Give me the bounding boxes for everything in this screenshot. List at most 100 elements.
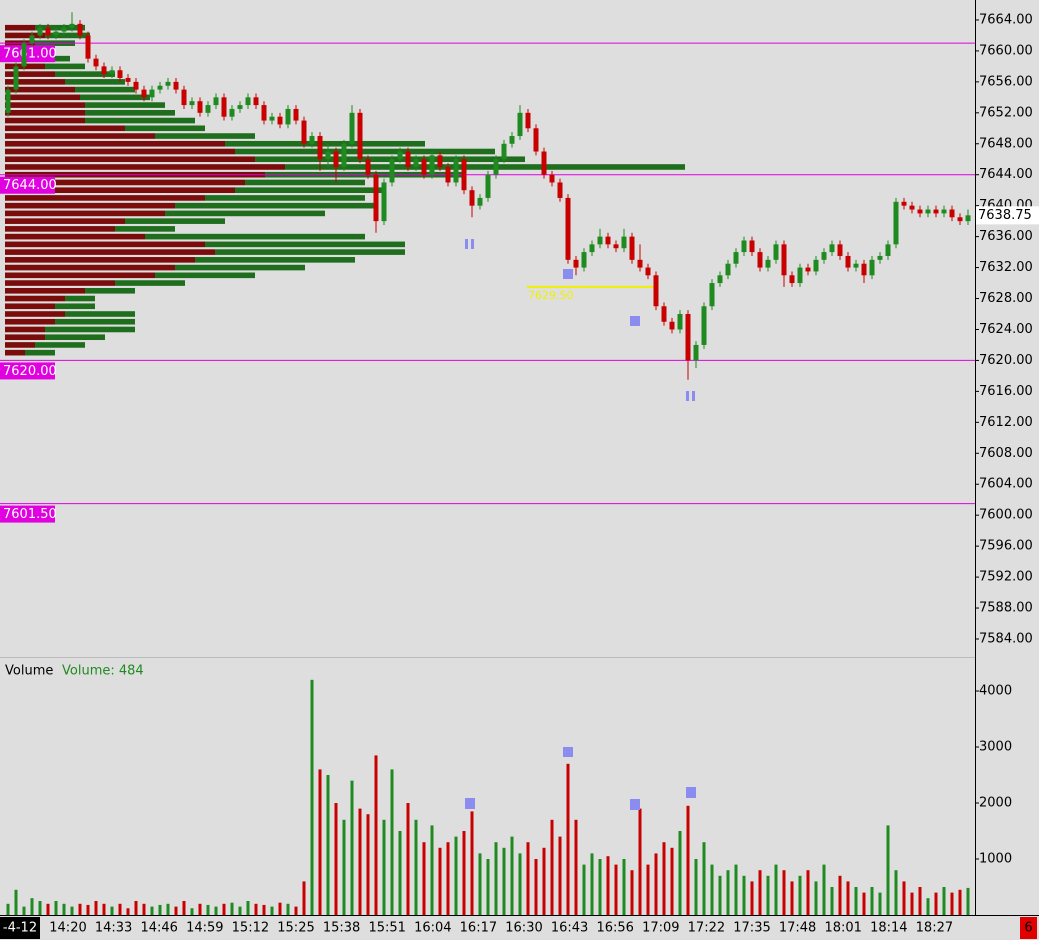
volume-bar	[670, 847, 674, 915]
candle-body	[357, 112, 363, 160]
volume-bar	[582, 864, 586, 915]
x-tick-label: 16:43	[551, 921, 588, 936]
level-label-box	[0, 505, 55, 523]
candle-body	[5, 89, 11, 113]
y-tick-label: 7604.00	[979, 477, 1033, 492]
volume-bar	[606, 856, 610, 915]
marker	[563, 269, 573, 279]
profile-up	[155, 133, 255, 139]
volume-bar	[438, 847, 442, 915]
candle-body	[69, 23, 75, 28]
panel-title: Volume	[5, 664, 53, 679]
volume-bar	[454, 836, 458, 915]
volume-bar	[854, 887, 858, 915]
volume-bar	[222, 903, 226, 915]
x-tick-label: 18:14	[870, 921, 907, 936]
profile-down	[5, 148, 235, 155]
candle-body	[909, 205, 915, 210]
candle-body	[813, 259, 819, 272]
candle-body	[821, 252, 827, 260]
volume-bar	[966, 887, 970, 915]
candle-body	[685, 313, 691, 361]
volume-bar	[958, 889, 962, 915]
volume-bar	[302, 881, 306, 915]
y-tick-label: 7588.00	[979, 601, 1033, 616]
profile-up	[35, 342, 85, 348]
volume-bar	[86, 904, 90, 915]
volume-bar	[414, 819, 418, 915]
volume-bar	[798, 875, 802, 915]
candle-body	[805, 267, 811, 272]
volume-bar	[566, 763, 570, 915]
volume-bar	[534, 859, 538, 915]
candle-body	[133, 81, 139, 90]
candle-body	[669, 321, 675, 330]
candle-body	[109, 70, 115, 75]
profile-up	[45, 326, 135, 333]
volume-bar	[158, 904, 162, 915]
profile-up	[55, 71, 115, 77]
volume-bar	[430, 825, 434, 915]
profile-down	[5, 156, 255, 163]
candle-body	[301, 120, 307, 144]
volume-bar	[934, 892, 938, 915]
profile-down	[5, 249, 215, 255]
candle-body	[949, 209, 955, 218]
profile-up	[75, 86, 135, 93]
candle-body	[117, 70, 123, 78]
candle-body	[645, 267, 651, 276]
marker	[630, 316, 640, 326]
volume-bar	[726, 870, 730, 915]
candle-body	[517, 112, 523, 137]
volume-bar	[406, 803, 410, 915]
profile-up	[215, 249, 405, 255]
profile-down	[5, 202, 175, 209]
y-tick-label: 7644.00	[979, 167, 1033, 182]
profile-down	[5, 272, 155, 279]
candle-body	[837, 244, 843, 256]
volume-bar	[62, 903, 66, 915]
volume-bar	[838, 875, 842, 915]
volume-bar	[94, 901, 98, 915]
candle-body	[405, 151, 411, 167]
volume-bar	[174, 906, 178, 915]
y-tick-label: 7632.00	[979, 260, 1033, 275]
volume-bar	[246, 901, 250, 915]
volume-bar	[846, 881, 850, 915]
candle-body	[533, 128, 539, 152]
profile-up	[235, 148, 495, 155]
volume-bar	[694, 859, 698, 915]
y-tick-label: 7636.00	[979, 229, 1033, 244]
volume-bar	[190, 908, 194, 915]
volume-bar	[382, 819, 386, 915]
candle-body	[373, 174, 379, 222]
candle-body	[941, 209, 947, 214]
level-label: 7620.00	[3, 364, 57, 379]
candle-body	[717, 275, 723, 284]
profile-down	[5, 102, 85, 108]
profile-down	[5, 32, 45, 39]
profile-down	[5, 94, 80, 101]
x-tick-label: 14:59	[186, 921, 223, 936]
x-tick-label: 17:35	[733, 921, 770, 936]
volume-bar	[790, 881, 794, 915]
candle-body	[677, 313, 683, 330]
y-tick-label: 7652.00	[979, 105, 1033, 120]
profile-down	[5, 264, 175, 271]
candle-body	[869, 259, 875, 276]
candle-body	[525, 112, 531, 129]
candle-body	[469, 190, 475, 206]
profile-up	[125, 125, 205, 132]
volume-bar	[550, 819, 554, 915]
y-tick-label: 7600.00	[979, 508, 1033, 523]
volume-bar	[622, 859, 626, 915]
profile-down	[5, 79, 65, 85]
volume-bar	[238, 906, 242, 915]
volume-bar	[486, 859, 490, 915]
volume-bar	[886, 825, 890, 915]
volume-bar	[478, 853, 482, 915]
candle-body	[149, 89, 155, 98]
level-label: 7601.50	[3, 507, 57, 522]
candle-body	[581, 252, 587, 268]
